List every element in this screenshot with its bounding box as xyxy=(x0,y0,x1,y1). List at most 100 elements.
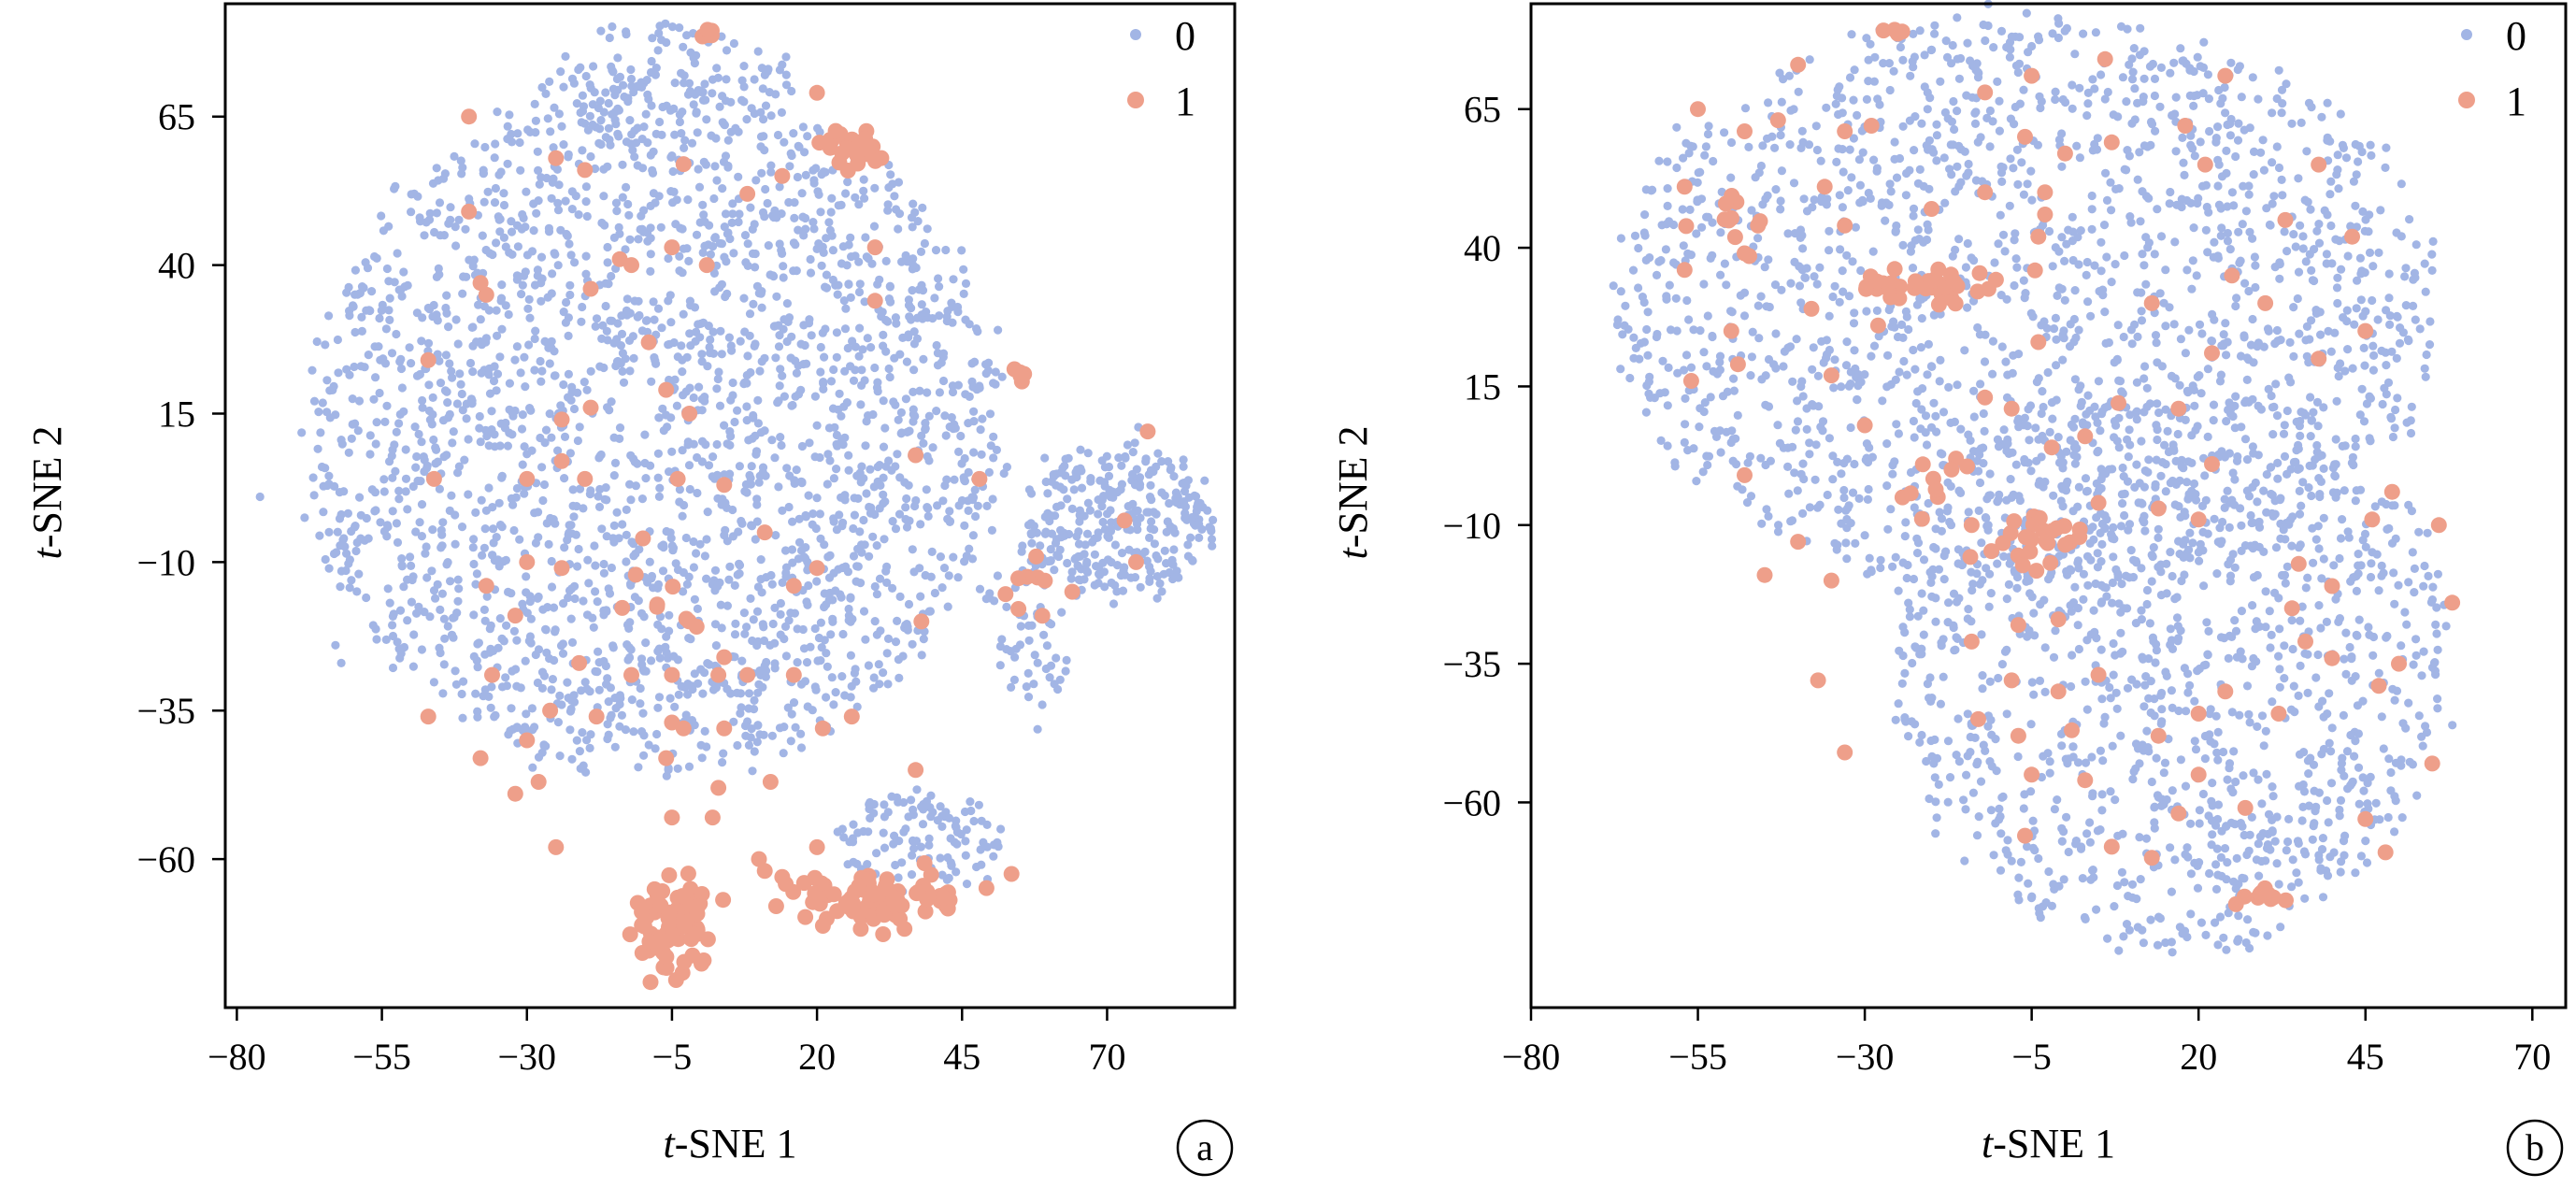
point-class-0-a xyxy=(866,465,875,474)
point-class-0-b xyxy=(2241,207,2251,216)
point-class-0-b xyxy=(1789,179,1799,188)
point-class-0-b xyxy=(2248,314,2257,324)
point-class-0-a xyxy=(904,333,913,342)
point-class-0-a xyxy=(642,76,651,85)
point-class-0-b xyxy=(2283,247,2292,256)
point-class-1-a xyxy=(519,470,536,487)
point-class-0-b xyxy=(2407,402,2416,411)
point-class-0-a xyxy=(607,563,617,573)
point-class-0-b xyxy=(1980,357,1990,366)
point-class-0-b xyxy=(2009,351,2018,360)
point-class-0-a xyxy=(777,107,787,117)
point-class-0-b xyxy=(1983,521,1993,530)
point-class-0-a xyxy=(501,418,510,428)
point-class-0-a xyxy=(567,187,577,196)
point-class-0-b xyxy=(1642,380,1652,391)
point-class-0-b xyxy=(1704,451,1714,461)
point-class-0-b xyxy=(2378,399,2387,409)
point-class-0-a xyxy=(919,354,928,364)
point-class-0-a xyxy=(922,308,931,317)
point-class-0-b xyxy=(2332,170,2341,179)
point-class-0-a xyxy=(531,128,540,137)
point-class-0-a xyxy=(1183,540,1193,550)
point-class-0-b xyxy=(1902,370,1911,379)
point-class-0-a xyxy=(508,666,517,676)
point-class-0-b xyxy=(1692,229,1701,238)
point-class-0-a xyxy=(690,303,700,312)
point-class-0-b xyxy=(2140,261,2149,270)
point-class-0-a xyxy=(901,824,910,834)
point-class-0-a xyxy=(480,650,490,659)
point-class-0-b xyxy=(1927,362,1937,371)
point-class-0-b xyxy=(2385,320,2395,329)
point-class-0-a xyxy=(590,88,599,97)
point-class-0-a xyxy=(591,561,600,570)
point-class-0-b xyxy=(1760,263,1769,272)
point-class-0-a xyxy=(735,462,745,471)
point-class-0-a xyxy=(739,293,749,303)
point-class-0-a xyxy=(1067,567,1077,577)
point-class-0-b xyxy=(1946,481,1955,492)
point-class-1-a xyxy=(739,185,756,202)
point-class-0-a xyxy=(511,493,521,502)
point-class-0-a xyxy=(832,430,842,440)
point-class-0-a xyxy=(865,551,874,561)
point-class-0-b xyxy=(2076,226,2085,236)
point-class-0-a xyxy=(960,807,970,817)
point-class-0-b xyxy=(1641,408,1651,417)
point-class-0-b xyxy=(1881,216,1890,225)
point-class-0-b xyxy=(2294,174,2303,183)
point-class-0-a xyxy=(834,280,843,290)
point-class-1-a xyxy=(814,720,831,737)
point-class-0-a xyxy=(743,261,752,270)
point-class-0-a xyxy=(884,364,894,374)
point-class-0-b xyxy=(1867,351,1876,361)
point-class-0-b xyxy=(1793,486,1802,495)
point-class-0-a xyxy=(969,448,979,457)
point-class-1-a xyxy=(814,918,831,934)
point-class-0-a xyxy=(757,303,766,312)
point-class-0-a xyxy=(710,162,720,171)
point-class-0-a xyxy=(972,324,981,334)
point-class-0-a xyxy=(740,378,750,387)
point-class-0-b xyxy=(2146,117,2156,127)
point-class-0-a xyxy=(683,690,693,699)
point-class-0-a xyxy=(599,107,608,117)
point-class-0-b xyxy=(1976,379,1985,389)
point-class-0-a xyxy=(654,192,664,201)
point-class-0-a xyxy=(593,597,602,607)
point-class-0-a xyxy=(344,448,353,457)
point-class-0-a xyxy=(453,596,463,606)
point-class-0-a xyxy=(481,425,491,435)
point-class-0-a xyxy=(636,699,645,709)
point-class-0-b xyxy=(2210,514,2219,523)
point-class-0-a xyxy=(730,580,739,591)
point-class-0-a xyxy=(308,365,317,375)
x-tick-label-a: 45 xyxy=(943,1036,980,1078)
point-class-0-b xyxy=(2240,125,2249,135)
point-class-0-b xyxy=(2393,394,2402,403)
point-class-0-b xyxy=(1931,411,1940,421)
point-class-0-a xyxy=(952,839,962,849)
point-class-0-a xyxy=(730,417,739,427)
point-class-0-a xyxy=(810,392,821,401)
point-class-0-a xyxy=(620,92,629,102)
point-class-0-a xyxy=(973,501,982,510)
point-class-0-a xyxy=(406,552,415,562)
point-class-0-b xyxy=(1728,456,1738,465)
point-class-0-a xyxy=(885,281,894,291)
point-class-0-b xyxy=(2072,141,2082,150)
point-class-0-a xyxy=(347,434,356,443)
point-class-0-a xyxy=(1074,539,1084,549)
point-class-0-b xyxy=(2326,177,2336,186)
point-class-0-b xyxy=(2151,331,2161,340)
point-class-0-b xyxy=(2401,301,2411,310)
point-class-0-a xyxy=(565,449,576,458)
point-class-0-a xyxy=(872,849,881,858)
point-class-0-a xyxy=(371,373,380,382)
point-class-0-a xyxy=(695,218,705,227)
point-class-1-a xyxy=(507,785,523,802)
point-class-0-a xyxy=(908,222,917,232)
point-class-0-a xyxy=(551,627,560,637)
point-class-0-a xyxy=(420,231,429,240)
